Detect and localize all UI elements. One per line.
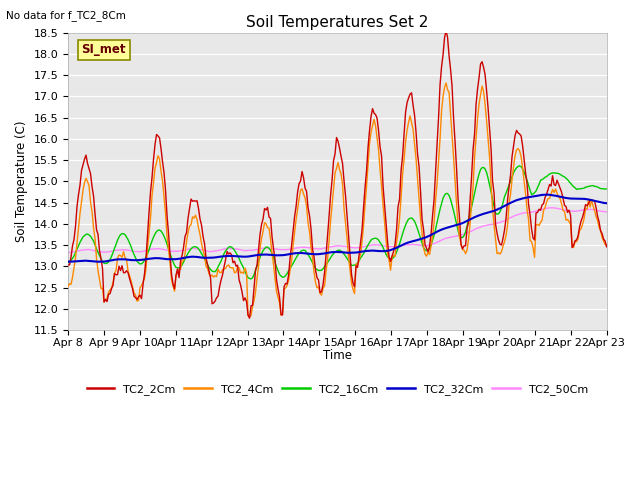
Text: No data for f_TC2_8Cm: No data for f_TC2_8Cm [6,10,126,21]
Y-axis label: Soil Temperature (C): Soil Temperature (C) [15,120,28,242]
Legend: TC2_2Cm, TC2_4Cm, TC2_16Cm, TC2_32Cm, TC2_50Cm: TC2_2Cm, TC2_4Cm, TC2_16Cm, TC2_32Cm, TC… [82,379,593,399]
X-axis label: Time: Time [323,349,352,362]
Text: SI_met: SI_met [81,43,126,56]
Title: Soil Temperatures Set 2: Soil Temperatures Set 2 [246,15,429,30]
